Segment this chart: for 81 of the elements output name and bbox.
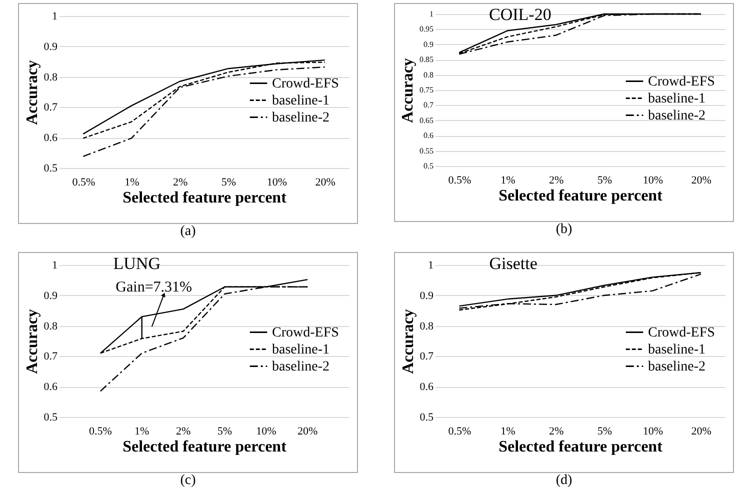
x-tick-label: 5% xyxy=(217,426,232,438)
text: (d) xyxy=(554,473,574,489)
y-tick-label: 0.6 xyxy=(44,381,58,394)
x-tick-label: 20% xyxy=(297,426,318,438)
legend-label: Crowd-EFS xyxy=(648,74,715,90)
x-tick-label: 2% xyxy=(548,174,564,186)
y-tick-label: 1 xyxy=(430,10,434,18)
legend-label: baseline-1 xyxy=(272,93,330,108)
x-tick-label: 10% xyxy=(266,176,288,188)
y-tick-label: 0.9 xyxy=(44,40,58,53)
y-tick-label: 0.5 xyxy=(44,162,58,174)
x-tick-label: 2% xyxy=(172,176,188,188)
text: (a) xyxy=(179,224,197,240)
y-tick-label: 0.7 xyxy=(424,100,434,110)
x-tick-label: 10% xyxy=(256,426,276,438)
legend-label: Crowd-EFS xyxy=(648,325,715,340)
x-tick-label: 1% xyxy=(500,174,516,186)
y-tick-label: 0.8 xyxy=(44,320,58,332)
y-tick-label: 0.7 xyxy=(44,102,58,114)
x-tick-label: 20% xyxy=(315,176,336,188)
x-tick-label: 20% xyxy=(691,426,712,438)
x-tick-label: 0.5% xyxy=(72,176,96,188)
x-axis-title: Selected feature percent xyxy=(122,190,288,206)
legend-label: baseline-2 xyxy=(648,108,706,124)
legend-label: baseline-2 xyxy=(648,359,706,374)
x-tick-label: 1% xyxy=(500,426,516,438)
legend-label: Crowd-EFS xyxy=(272,76,339,92)
y-tick-label: 0.65 xyxy=(420,116,434,125)
y-tick-label: 1 xyxy=(428,260,434,272)
text: (b) xyxy=(554,222,574,238)
x-tick-label: 10% xyxy=(642,174,664,186)
text: (c) xyxy=(179,473,197,489)
y-tick-label: 0.8 xyxy=(44,71,58,84)
y-tick-label: 0.9 xyxy=(420,290,434,302)
y-tick-label: 0.8 xyxy=(420,320,434,332)
legend-label: Crowd-EFS xyxy=(272,325,339,340)
x-axis-title: Selected feature percent xyxy=(122,438,288,456)
x-tick-label: 10% xyxy=(642,426,664,438)
x-tick-label: 2% xyxy=(548,426,564,438)
y-axis-title: Accuracy xyxy=(400,58,416,123)
y-axis-title: Accuracy xyxy=(24,309,41,374)
y-tick-label: 0.6 xyxy=(420,381,434,394)
y-tick-label: 0.8 xyxy=(424,70,434,80)
x-tick-label: 5% xyxy=(221,176,236,188)
x-tick-label: 1% xyxy=(134,426,150,438)
y-tick-label: 0.7 xyxy=(44,350,58,363)
x-tick-label: 0.5% xyxy=(448,426,472,438)
legend-label: baseline-1 xyxy=(272,342,330,358)
x-tick-label: 0.5% xyxy=(448,174,472,186)
y-tick-label: 1 xyxy=(52,10,58,22)
x-tick-label: 5% xyxy=(597,426,612,438)
y-axis-title: Accuracy xyxy=(24,60,41,125)
y-axis-title: Accuracy xyxy=(400,309,417,374)
legend-label: baseline-2 xyxy=(272,359,330,374)
y-tick-label: 1 xyxy=(52,260,58,272)
legend-label: baseline-2 xyxy=(272,110,330,126)
y-tick-label: 0.6 xyxy=(44,132,58,144)
annotation: Gain=7.31% xyxy=(116,280,192,296)
y-tick-label: 0.5 xyxy=(420,412,434,424)
x-tick-label: 20% xyxy=(691,174,712,186)
x-tick-label: 2% xyxy=(176,426,191,438)
chart-title: COIL-20 xyxy=(489,5,552,24)
legend-label: baseline-1 xyxy=(648,342,706,358)
y-tick-label: 0.9 xyxy=(44,290,58,302)
y-tick-label: 0.9 xyxy=(424,40,434,49)
y-tick-label: 0.5 xyxy=(424,162,434,170)
x-axis-title: Selected feature percent xyxy=(498,188,664,204)
chart-title: LUNG xyxy=(113,254,160,273)
x-tick-label: 0.5% xyxy=(88,426,112,438)
y-tick-label: 0.75 xyxy=(420,86,434,94)
x-tick-label: 1% xyxy=(124,176,140,188)
legend-label: baseline-1 xyxy=(648,91,706,106)
y-tick-label: 0.6 xyxy=(424,131,434,140)
chart-title: Gisette xyxy=(489,254,538,273)
y-tick-label: 0.85 xyxy=(420,55,434,64)
y-tick-label: 0.5 xyxy=(44,412,58,424)
x-tick-label: 5% xyxy=(597,174,612,186)
y-tick-label: 0.95 xyxy=(420,24,434,34)
y-tick-label: 0.7 xyxy=(420,350,434,363)
x-axis-title: Selected feature percent xyxy=(498,438,664,456)
y-tick-label: 0.55 xyxy=(420,146,434,156)
